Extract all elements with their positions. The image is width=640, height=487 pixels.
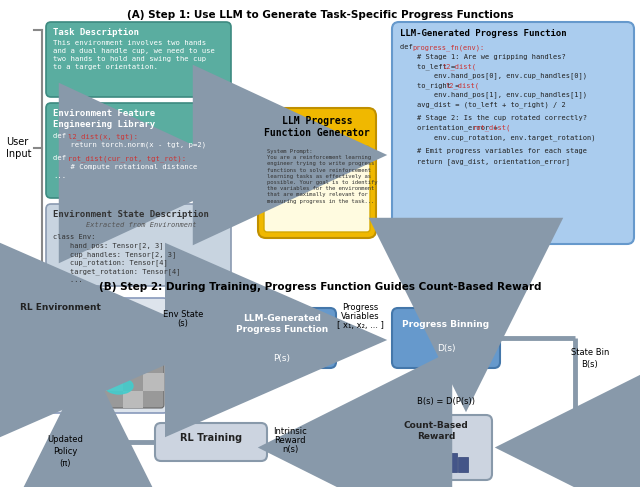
Text: return torch.norm(x - tgt, p=2): return torch.norm(x - tgt, p=2) <box>53 142 206 149</box>
Ellipse shape <box>83 384 99 402</box>
Text: l2_dist(x, tgt):: l2_dist(x, tgt): <box>68 133 138 140</box>
Text: Count-Based
Reward: Count-Based Reward <box>404 421 468 441</box>
FancyBboxPatch shape <box>264 146 370 232</box>
Bar <box>392 462 402 472</box>
Text: [ x₁, x₂, ... ]: [ x₁, x₂, ... ] <box>337 321 383 330</box>
Text: Updated
Policy
(π): Updated Policy (π) <box>47 435 83 468</box>
Bar <box>458 457 468 472</box>
Bar <box>436 447 446 472</box>
Text: env.cup_rotation, env.target_rotation): env.cup_rotation, env.target_rotation) <box>400 134 595 141</box>
Ellipse shape <box>49 377 79 395</box>
Text: State Bin
B(s): State Bin B(s) <box>571 348 609 369</box>
Text: Intrinsic: Intrinsic <box>273 427 307 436</box>
Text: env.hand_pos[0], env.cup_handles[0]): env.hand_pos[0], env.cup_handles[0]) <box>400 73 587 79</box>
Bar <box>123 391 143 408</box>
FancyBboxPatch shape <box>46 22 231 97</box>
Text: # Emit progress variables for each stage: # Emit progress variables for each stage <box>400 149 587 154</box>
Text: Task Description: Task Description <box>53 28 139 37</box>
Text: # Stage 1: Are we gripping handles?: # Stage 1: Are we gripping handles? <box>400 54 566 59</box>
Bar <box>447 452 457 472</box>
FancyBboxPatch shape <box>19 316 164 408</box>
Bar <box>143 373 164 391</box>
FancyBboxPatch shape <box>392 308 500 368</box>
Text: P(s): P(s) <box>273 354 291 363</box>
Ellipse shape <box>105 378 133 394</box>
Text: LLM-Generated
Progress Function: LLM-Generated Progress Function <box>236 314 328 334</box>
Text: l2_dist(: l2_dist( <box>443 63 477 70</box>
Text: System Prompt:
You are a reinforcement learning
engineer trying to write progres: System Prompt: You are a reinforcement l… <box>267 149 378 204</box>
Text: # Stage 2: Is the cup rotated correctly?: # Stage 2: Is the cup rotated correctly? <box>400 115 587 121</box>
FancyBboxPatch shape <box>46 103 231 198</box>
Text: RL Training: RL Training <box>180 433 242 443</box>
Text: Progress Binning: Progress Binning <box>403 320 490 329</box>
Text: (A) Step 1: Use LLM to Generate Task-Specific Progress Functions: (A) Step 1: Use LLM to Generate Task-Spe… <box>127 10 513 20</box>
FancyBboxPatch shape <box>392 22 634 244</box>
Text: # Compute rotational distance: # Compute rotational distance <box>53 164 197 170</box>
Bar <box>60 373 81 391</box>
Bar <box>425 442 435 472</box>
Text: Env State: Env State <box>163 310 203 319</box>
Text: (s): (s) <box>177 319 188 328</box>
Text: env.hand_pos[1], env.cup_handles[1]): env.hand_pos[1], env.cup_handles[1]) <box>400 92 587 98</box>
Bar <box>414 450 424 472</box>
FancyBboxPatch shape <box>46 204 231 286</box>
Text: def: def <box>400 44 417 50</box>
FancyBboxPatch shape <box>228 308 336 368</box>
Text: Environment Feature
Engineering Library: Environment Feature Engineering Library <box>53 109 155 129</box>
Text: RL Environment: RL Environment <box>20 303 101 312</box>
Text: LLM-Generated Progress Function: LLM-Generated Progress Function <box>400 29 566 38</box>
Text: class Env:
    hand_pos: Tensor[2, 3]
    cup_handles: Tensor[2, 3]
    cup_rota: class Env: hand_pos: Tensor[2, 3] cup_ha… <box>53 234 180 283</box>
Text: Environment State Description: Environment State Description <box>53 210 209 219</box>
Bar <box>40 391 60 408</box>
Text: def: def <box>53 133 70 139</box>
Text: avg_dist = (to_left + to_right) / 2: avg_dist = (to_left + to_right) / 2 <box>400 101 566 108</box>
Text: to_left =: to_left = <box>400 63 460 70</box>
Text: (B) Step 2: During Training, Progress Function Guides Count-Based Reward: (B) Step 2: During Training, Progress Fu… <box>99 282 541 292</box>
FancyBboxPatch shape <box>155 423 267 461</box>
Text: Reward: Reward <box>275 436 306 445</box>
Bar <box>403 455 413 472</box>
Text: return [avg_dist, orientation_error]: return [avg_dist, orientation_error] <box>400 158 570 165</box>
Text: ...: ... <box>53 173 66 179</box>
Text: LLM Progress
Function Generator: LLM Progress Function Generator <box>264 116 370 138</box>
Text: B(s) = D(P(s)): B(s) = D(P(s)) <box>417 397 475 406</box>
Text: This environment involves two hands
and a dual handle cup, we need to use
two ha: This environment involves two hands and … <box>53 40 215 70</box>
Text: rot_dist(cur_rot, tgt_rot):: rot_dist(cur_rot, tgt_rot): <box>68 155 186 162</box>
Text: Extracted from Environment: Extracted from Environment <box>86 222 196 228</box>
FancyBboxPatch shape <box>258 108 376 238</box>
Text: l2_dist(: l2_dist( <box>445 82 480 89</box>
Bar <box>19 373 40 391</box>
FancyBboxPatch shape <box>380 415 492 480</box>
Text: D(s): D(s) <box>436 344 455 353</box>
Text: n(s): n(s) <box>282 445 298 454</box>
Text: progress_fn(env):: progress_fn(env): <box>412 44 484 51</box>
Text: rot_dist(: rot_dist( <box>473 125 511 131</box>
Text: Progress: Progress <box>342 303 378 312</box>
Text: User
Input: User Input <box>6 137 31 159</box>
Text: Variables: Variables <box>340 312 380 321</box>
Text: orientation_error =: orientation_error = <box>400 125 502 131</box>
Text: to_right =: to_right = <box>400 82 464 89</box>
FancyBboxPatch shape <box>14 298 169 413</box>
Text: def: def <box>53 155 70 161</box>
Bar <box>81 391 102 408</box>
Bar <box>102 373 123 391</box>
